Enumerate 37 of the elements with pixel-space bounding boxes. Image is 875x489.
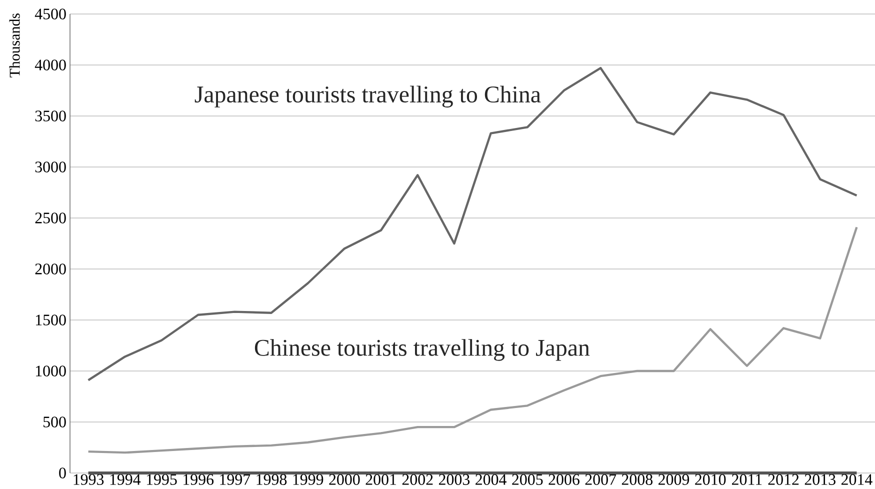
y-tick-label: 4500 bbox=[34, 8, 66, 20]
x-tick-label: 1998 bbox=[256, 474, 287, 485]
x-tick-label: 1999 bbox=[293, 474, 324, 485]
x-tick-label: 2014 bbox=[841, 474, 872, 485]
y-tick-label: 1000 bbox=[36, 366, 66, 376]
x-tick-label: 1995 bbox=[146, 474, 177, 485]
x-tick-label: 2006 bbox=[548, 474, 580, 485]
x-tick-label: 2004 bbox=[476, 474, 506, 485]
x-tick-label: 1993 bbox=[74, 474, 104, 485]
y-axis-title: Thousands bbox=[9, 13, 20, 78]
line-series bbox=[87, 226, 858, 454]
x-tick-label: 2008 bbox=[622, 474, 652, 485]
series-label: Japanese tourists travelling to China bbox=[194, 86, 541, 108]
x-tick-label: 1994 bbox=[110, 474, 141, 485]
y-tick-label: 3500 bbox=[35, 110, 66, 122]
y-tick-label: 4000 bbox=[34, 60, 66, 70]
x-tick-label: 2011 bbox=[732, 474, 762, 485]
x-tick-label: 2002 bbox=[402, 474, 433, 485]
x-tick-label: 2003 bbox=[438, 474, 470, 485]
x-tick-label: 1996 bbox=[184, 474, 214, 485]
y-tick-label: 3000 bbox=[35, 162, 66, 172]
x-tick-label: 1997 bbox=[220, 474, 250, 485]
series-label: Chinese tourists travelling to Japan bbox=[254, 339, 590, 361]
x-tick-label: 2000 bbox=[329, 474, 360, 485]
y-tick-label: 2000 bbox=[35, 264, 66, 274]
x-tick-label: 2005 bbox=[512, 474, 543, 485]
x-tick-label: 2007 bbox=[585, 474, 616, 485]
y-tick-label: 1500 bbox=[36, 314, 66, 326]
line-series bbox=[87, 66, 858, 382]
x-tick-label: 2012 bbox=[768, 474, 799, 485]
x-tick-label: 2010 bbox=[695, 474, 726, 485]
x-tick-label: 2009 bbox=[658, 474, 690, 485]
x-tick-label: 2001 bbox=[366, 474, 396, 485]
x-tick-label: 2013 bbox=[804, 474, 836, 485]
y-tick-label: 2500 bbox=[35, 212, 66, 224]
y-tick-label: 0 bbox=[59, 468, 66, 478]
y-tick-label: 500 bbox=[44, 416, 66, 428]
